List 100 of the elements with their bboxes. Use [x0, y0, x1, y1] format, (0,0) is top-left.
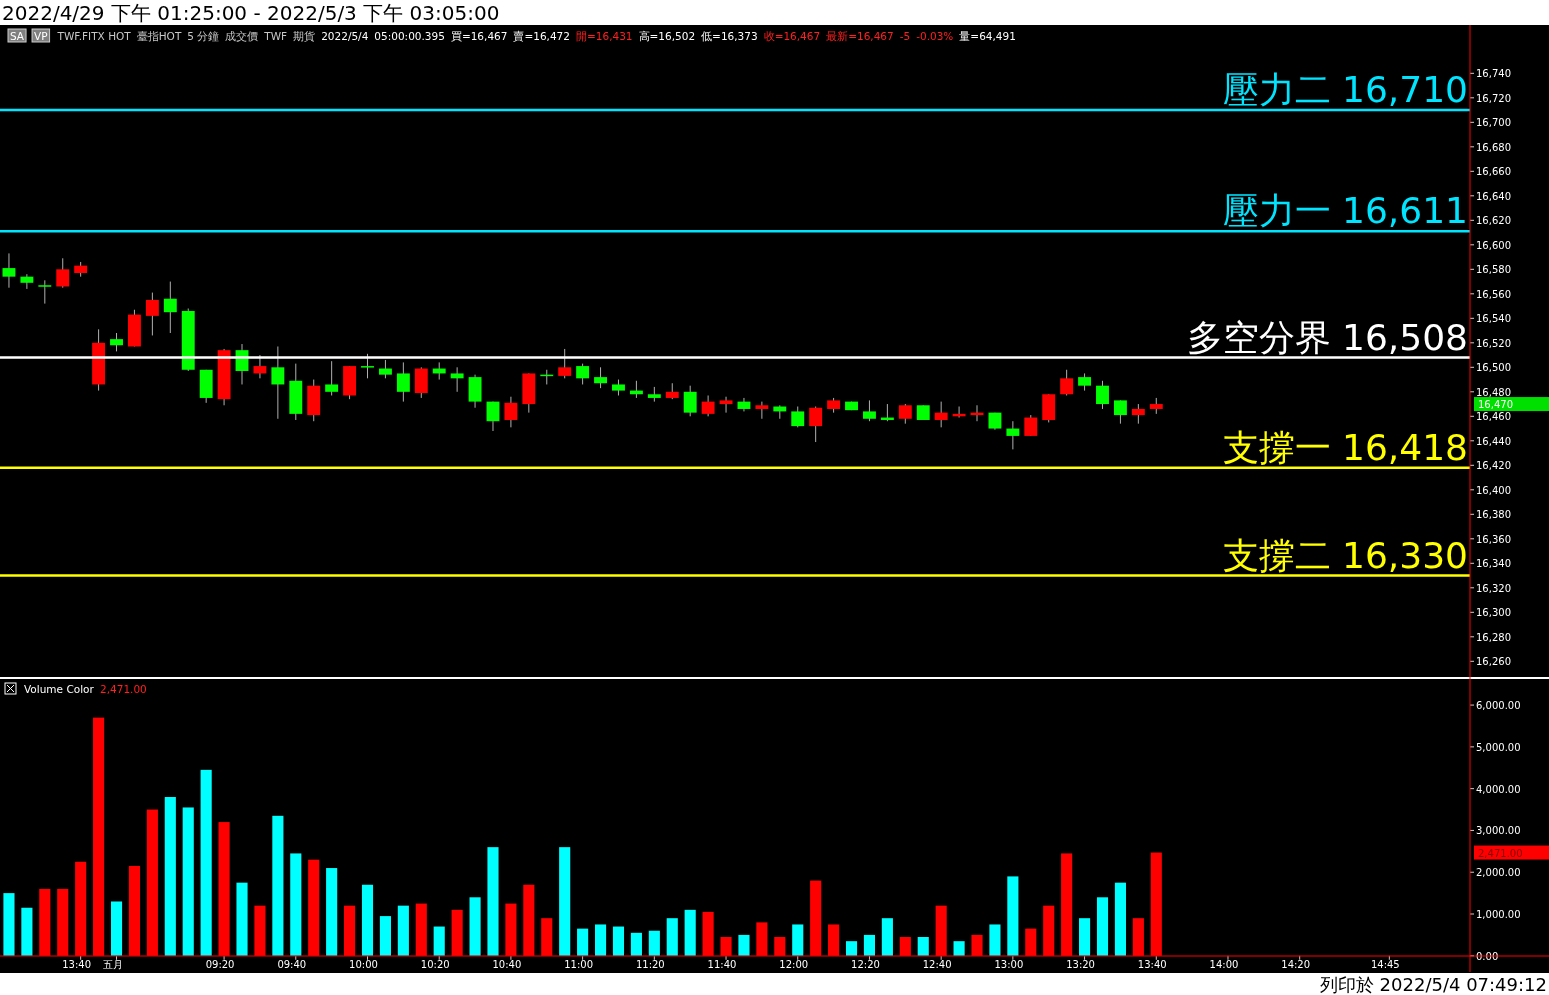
annotation: 05:00:00.395 [374, 30, 445, 42]
x-tick-label: 13:00 [994, 959, 1024, 970]
bar [953, 941, 965, 956]
bar [326, 868, 338, 956]
annotation: VP [34, 30, 48, 42]
annotation: 高=16,502 [638, 30, 696, 42]
bar [397, 905, 409, 956]
y-tick-label: 16,500 [1476, 362, 1511, 374]
bar [666, 918, 678, 956]
annotation: 5 分鐘 [187, 30, 220, 42]
y-tick-label: 16,580 [1476, 264, 1511, 276]
bar [469, 897, 481, 956]
ref-line-label: 多空分界 16,508 [1186, 316, 1468, 358]
y-tick-label: 16,260 [1476, 656, 1511, 668]
bar [487, 847, 499, 956]
y-tick-label: 16,680 [1476, 141, 1511, 153]
x-tick-label: 13:40 [1137, 959, 1167, 970]
annotation: TWF.FITX HOT [56, 30, 132, 42]
bar [200, 769, 212, 956]
y-tick-label: 16,440 [1476, 435, 1511, 447]
y-tick-label: 16,460 [1476, 411, 1511, 423]
y-tick-label: 16,640 [1476, 190, 1511, 202]
y-tick-label: 16,340 [1476, 558, 1511, 570]
x-tick-label: 09:20 [205, 959, 235, 970]
y-tick-label: 0.00 [1476, 950, 1499, 962]
annotation: -0.03% [916, 30, 954, 42]
bar [21, 907, 33, 956]
chart-title: Volume Color [24, 683, 95, 695]
y-tick-label: 16,400 [1476, 484, 1511, 496]
annotation: 最新=16,467 [826, 30, 894, 42]
ref-line-label: 支撐一 16,418 [1222, 426, 1468, 468]
bar [648, 930, 660, 956]
annotation: 成交價 [225, 30, 259, 42]
x-tick-label: 13:40 [62, 959, 92, 970]
x-tick-label: 10:40 [492, 959, 522, 970]
x-tick-label: 10:20 [420, 959, 450, 970]
bar [612, 926, 625, 956]
bar [379, 916, 391, 956]
y-tick-label: 16,480 [1476, 386, 1511, 398]
y-tick-label: 16,540 [1476, 313, 1511, 325]
y-tick-label: 16,380 [1476, 509, 1511, 521]
x-tick-label: 12:40 [922, 959, 952, 970]
ref-line-label: 壓力二 16,710 [1222, 69, 1468, 111]
bar [361, 884, 374, 956]
y-tick-label: 2,000.00 [1476, 867, 1521, 879]
annotation: 低=16,373 [701, 30, 758, 42]
annotation: 買=16,467 [450, 30, 508, 42]
annotation: TWF [263, 30, 288, 42]
bar [989, 924, 1001, 956]
bar [559, 847, 571, 956]
x-tick-label: 11:40 [707, 959, 737, 970]
bar [1007, 876, 1019, 956]
x-tick-label: 14:45 [1370, 959, 1400, 970]
y-tick-label: 16,520 [1476, 337, 1511, 349]
y-tick-label: 16,360 [1476, 533, 1511, 545]
text: 2,471.00 [1478, 847, 1523, 859]
bar [110, 901, 123, 956]
annotation: 2022/5/4 [321, 30, 369, 42]
y-tick-label: 16,280 [1476, 631, 1511, 643]
y-tick-label: 16,560 [1476, 288, 1511, 300]
y-tick-label: 3,000.00 [1476, 825, 1521, 837]
text: 列印於 2022/5/4 07:49:12 [1319, 974, 1547, 995]
bar [272, 815, 284, 956]
bar [738, 934, 750, 956]
y-tick-label: 1,000.00 [1476, 909, 1521, 921]
y-tick-label: 6,000.00 [1476, 700, 1521, 712]
bar [433, 926, 445, 956]
bar [881, 918, 893, 956]
bar [863, 934, 876, 956]
bar [792, 924, 804, 956]
y-tick-label: 16,600 [1476, 239, 1511, 251]
x-tick-label: 13:20 [1066, 959, 1095, 970]
x-tick-label: 10:00 [349, 959, 378, 970]
annotation: 期貨 [293, 30, 316, 42]
bar [684, 909, 696, 956]
y-tick-label: 5,000.00 [1476, 741, 1521, 753]
annotation: 賣=16,472 [513, 30, 570, 42]
annotation: 2,471.00 [100, 683, 147, 695]
bar [3, 893, 15, 956]
annotation: 量=64,491 [959, 30, 1016, 42]
bar [917, 937, 929, 956]
bar [845, 941, 858, 956]
bar [630, 932, 642, 956]
bar [594, 924, 607, 956]
annotation: 臺指HOT [136, 30, 182, 42]
y-tick-label: 4,000.00 [1476, 783, 1521, 795]
y-tick-label: 16,300 [1476, 607, 1511, 619]
text: 16,470 [1478, 399, 1513, 411]
bar [290, 853, 302, 956]
annotation: SA [10, 30, 25, 42]
chart-title: 2022/4/29 下午 01:25:00 - 2022/5/3 下午 03:05:00 [2, 1, 500, 25]
x-tick-label: 12:00 [779, 959, 809, 970]
annotation: 開=16,431 [575, 30, 633, 42]
x-tick-label: 09:40 [277, 959, 307, 970]
y-tick-label: 16,720 [1476, 92, 1511, 104]
x-tick-label: 五月 [102, 959, 123, 970]
x-tick-label: 11:00 [564, 959, 594, 970]
bar [1096, 897, 1109, 956]
y-tick-label: 16,320 [1476, 582, 1511, 594]
bar [182, 807, 194, 956]
